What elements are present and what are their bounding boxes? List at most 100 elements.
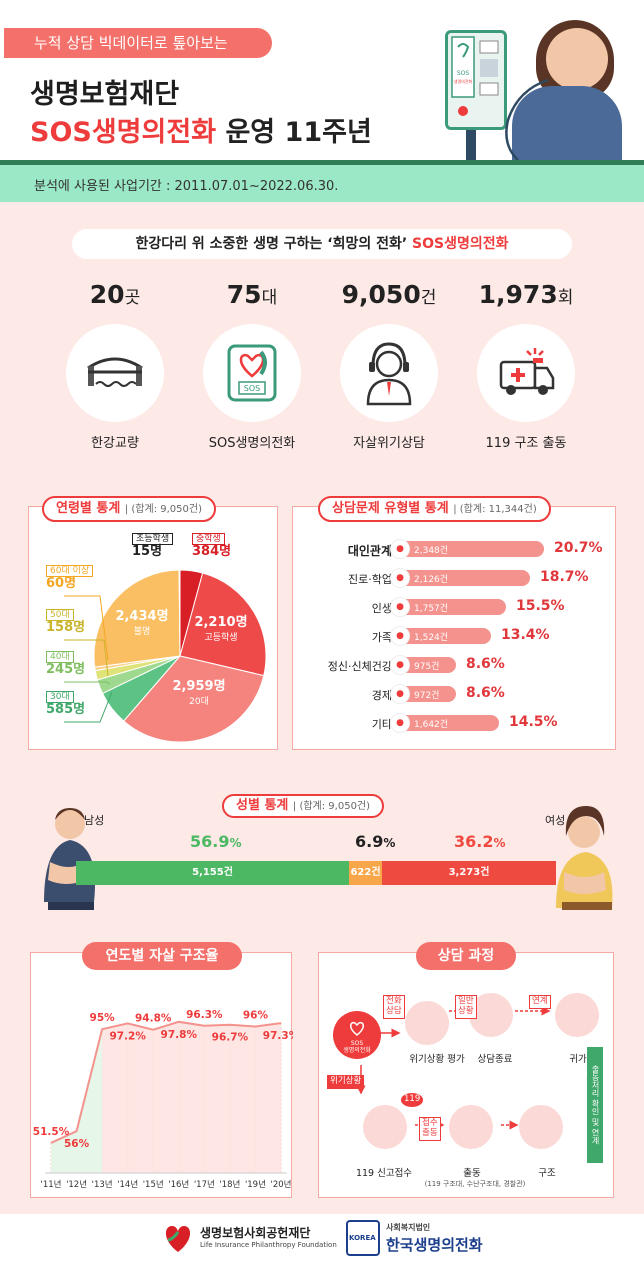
stats-section: 연령별 통계 | (합계: 9,050건) 초등학생 15명 중학생 384명 60… xyxy=(0,470,644,768)
tag-connect: 연계 xyxy=(529,995,551,1009)
step-report: 119 신고접수 xyxy=(355,1168,413,1179)
problem-percent: 15.5% xyxy=(516,598,565,614)
overview-title: 한강다리 위 소중한 생명 구하는 ‘희망의 전화’ SOS생명의전화 xyxy=(72,229,572,259)
svg-text:SOS: SOS xyxy=(457,70,470,77)
x-tick-label: '16년 xyxy=(168,1179,189,1190)
pie-slice-1 xyxy=(179,572,267,677)
data-label: 51.5% xyxy=(33,1126,70,1138)
problem-stats-title: 상담문제 유형별 통계 | (합계: 11,344건) xyxy=(318,496,551,522)
tag-crisis: 위기상황 xyxy=(327,1075,365,1089)
overview-title-highlight: SOS생명의전화 xyxy=(407,236,509,252)
x-tick-label: '17년 xyxy=(194,1179,215,1190)
male-label: 남성 xyxy=(84,814,105,827)
problem-percent: 14.5% xyxy=(509,714,558,730)
problem-title-text: 상담문제 유형별 통계 xyxy=(332,501,449,516)
tag-confirm: 출동처리 확인 및 연계 xyxy=(587,1047,603,1163)
age-label-unknown: 2,434명 불명 xyxy=(112,609,172,638)
stat-counsel-label: 자살위기상담 xyxy=(353,436,425,451)
stat-rescue-label: 119 구조 출동 xyxy=(485,436,567,451)
problem-row: 인생 ● 1,757건 15.5% xyxy=(310,596,620,618)
stat-phones-label: SOS생명의전화 xyxy=(208,436,296,451)
problem-count: 975건 xyxy=(414,662,440,672)
age-label-40s: 40대 245명 xyxy=(46,650,85,678)
step-rescue: 구조 xyxy=(538,1168,556,1179)
problem-name: 가족 xyxy=(371,631,392,644)
problem-row: 가족 ● 1,524건 13.4% xyxy=(310,625,620,647)
analysis-period: 분석에 사용된 사업기간 : 2011.07.01~2022.06.30. xyxy=(34,179,339,194)
bottom-section: 51.5% '11년 56% '12년 95% '13년 97.2% '14년 94.8% '15… xyxy=(0,926,644,1214)
problem-percent: 13.4% xyxy=(501,627,550,643)
counselor-icon xyxy=(340,324,438,422)
problem-name: 정신·신체건강 xyxy=(327,660,392,673)
gender-title-text: 성별 통계 xyxy=(236,798,289,813)
data-label: 97.2% xyxy=(109,1030,146,1042)
problem-bar xyxy=(394,599,506,615)
rescue-rate-title: 연도별 자살 구조율 xyxy=(82,942,242,970)
x-tick-label: '11년 xyxy=(41,1179,62,1190)
assess-illustration-icon xyxy=(405,1001,449,1045)
age-stats-title: 연령별 통계 | (합계: 9,050건) xyxy=(42,496,216,522)
age-label-30s: 30대 585명 xyxy=(46,690,85,718)
pie-slice-8 xyxy=(178,569,181,657)
problem-row: 대인관계 ● 2,348건 20.7% xyxy=(310,538,620,560)
phone-cord-icon xyxy=(505,78,549,161)
male-figure-icon xyxy=(44,808,95,910)
age-cat: 20대 xyxy=(189,696,209,707)
stat-unit: 건 xyxy=(420,288,437,308)
age-total: | (합계: 9,050건) xyxy=(124,504,202,515)
step-sos: SOS 생명의전화 xyxy=(343,1040,371,1054)
rescue-line xyxy=(50,1020,282,1144)
problem-percent: 20.7% xyxy=(554,540,603,556)
age-title-text: 연령별 통계 xyxy=(56,501,121,516)
dispatch-illustration-icon xyxy=(449,1105,493,1149)
tag-accept: 접수 출동 xyxy=(419,1117,441,1141)
age-val: 384명 xyxy=(192,544,232,560)
gender-bar-other: 622건 xyxy=(349,861,382,885)
x-tick-label: '18년 xyxy=(219,1179,240,1190)
problem-bar xyxy=(394,628,491,644)
rescue-illustration-icon xyxy=(519,1105,563,1149)
stat-phones-number: 75대 xyxy=(182,280,322,309)
male-percent: 56.9% xyxy=(190,832,242,851)
data-label: 97.3% xyxy=(263,1030,293,1042)
data-label: 94.8% xyxy=(135,1013,172,1025)
footer-org2-sub: 사회복지법인 xyxy=(386,1223,431,1232)
age-label-high: 2,210명 고등학생 xyxy=(190,615,252,644)
percent-sign: % xyxy=(383,836,396,850)
x-tick-label: '12년 xyxy=(66,1179,87,1190)
stat-unit: 회 xyxy=(557,288,574,308)
age-val: 15명 xyxy=(132,544,163,560)
age-label-50s: 50대 158명 xyxy=(46,608,85,636)
process-card: SOS 생명의전화 위기상황 평가 상담종료 귀가 119 신고접수 출동 (1… xyxy=(318,952,614,1198)
stat-rescue-number: 1,973회 xyxy=(456,280,596,309)
stat-value: 20 xyxy=(89,280,125,309)
gender-title: 성별 통계 | (합계: 9,050건) xyxy=(222,794,385,818)
footer-org2-name: 한국생명의전화 xyxy=(386,1236,483,1254)
pill-icon: ● xyxy=(390,655,410,675)
x-tick-label: '15년 xyxy=(143,1179,164,1190)
female-percent: 36.2% xyxy=(454,832,506,851)
step-end: 상담종료 xyxy=(477,1054,513,1065)
age-label-middle: 중학생 384명 xyxy=(192,532,231,560)
data-label: 95% xyxy=(90,1012,116,1024)
stat-value: 9,050 xyxy=(341,280,421,309)
step-dispatch-sub: (119 구조대, 수난구조대, 경찰관) xyxy=(424,1180,526,1188)
coin-icon: ● xyxy=(390,684,410,704)
report-illustration-icon xyxy=(363,1105,407,1149)
data-label: 96% xyxy=(243,1010,269,1022)
overview-section: 한강다리 위 소중한 생명 구하는 ‘희망의 전화’ SOS생명의전화 20곳 … xyxy=(0,202,644,470)
problem-row: 기타 ● 1,642건 14.5% xyxy=(310,712,620,734)
gender-section: 성별 통계 | (합계: 9,050건) 남성 여성 56.9% 6.9% 36… xyxy=(0,768,644,926)
sos-phone-booth-icon: SOS 생명의전화 xyxy=(445,30,507,130)
gender-total: | (합계: 9,050건) xyxy=(292,801,371,812)
bridge-icon xyxy=(66,324,164,422)
age-leader-lines xyxy=(64,595,113,723)
life-insurance-foundation-logo xyxy=(165,1226,191,1252)
female-label: 여성 xyxy=(545,814,566,827)
problem-name: 경제 xyxy=(371,689,392,702)
stat-value: 1,973 xyxy=(478,280,558,309)
svg-text:생명의전화: 생명의전화 xyxy=(454,78,473,84)
gender-bar-male: 5,155건 xyxy=(76,861,349,885)
step-assess: 위기상황 평가 xyxy=(409,1054,465,1065)
sos-circle-icon xyxy=(333,1011,381,1059)
